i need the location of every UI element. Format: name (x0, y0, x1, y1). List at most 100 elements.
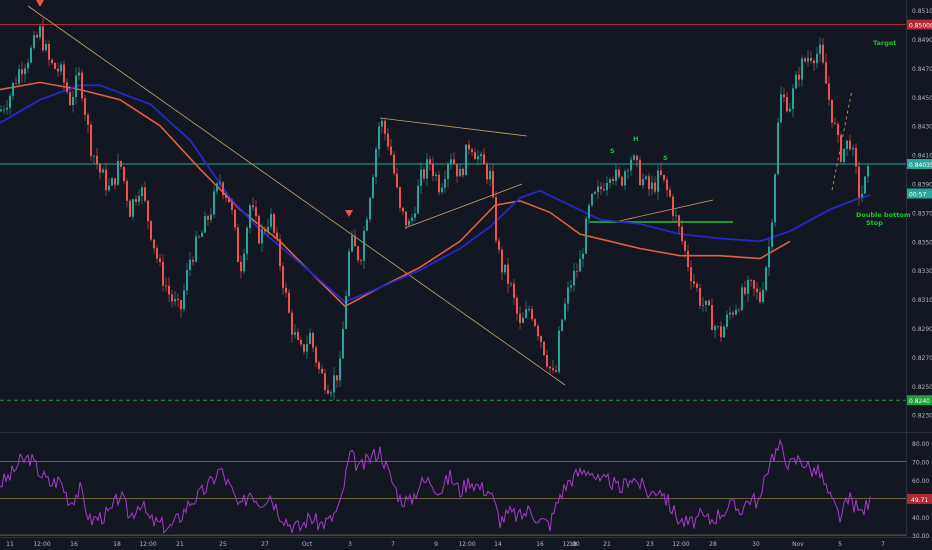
candle-body (831, 99, 833, 123)
candle-body (72, 96, 74, 106)
candle-body (39, 26, 41, 38)
rsi-tick-label: 70.00 (912, 460, 929, 467)
candle-body (279, 239, 281, 267)
candle-body (729, 312, 731, 315)
candle-body (0, 109, 2, 112)
candle-body (798, 74, 800, 80)
candle-body (531, 309, 533, 320)
candle-body (399, 187, 401, 208)
candle-body (171, 294, 173, 302)
annotation-label: Double bottom (856, 211, 911, 219)
price-badge (907, 395, 932, 406)
rsi-tick-label: 60.00 (912, 478, 929, 485)
candle-body (759, 291, 761, 303)
candle-body (318, 362, 320, 369)
candle-body (678, 215, 680, 227)
candle-body (291, 312, 293, 335)
candle-body (804, 58, 806, 62)
candle-body (417, 185, 419, 214)
candle-body (855, 147, 857, 167)
candle-body (813, 60, 815, 64)
candle-body (816, 53, 818, 64)
candle-body (372, 176, 374, 198)
candle-body (12, 82, 14, 96)
candle-body (645, 176, 647, 180)
candle-body (330, 392, 332, 394)
candle-body (321, 368, 323, 374)
time-axis[interactable]: 11 12:00 16 18 12:00 21 25 27 Oct 3 7 9 12:00 14 16 181… (6, 541, 885, 548)
candle-body (6, 107, 8, 110)
candle-body (669, 189, 671, 197)
rsi-badge (907, 493, 932, 504)
time-tick-label: 25 (219, 541, 227, 548)
candle-body (636, 155, 638, 161)
candle-body (360, 260, 362, 262)
candle-body (99, 164, 101, 173)
rsi-badge-label: 49.71 (911, 497, 928, 504)
candle-body (45, 43, 47, 51)
candle-body (333, 375, 335, 393)
candle-body (459, 168, 461, 177)
candle-body (657, 170, 659, 192)
candle-body (297, 332, 299, 340)
candle-body (408, 220, 410, 226)
candle-body (51, 59, 53, 64)
candle-body (582, 253, 584, 259)
candle-body (141, 187, 143, 197)
candle-body (288, 292, 290, 313)
candle-body (651, 182, 653, 190)
candle-body (642, 179, 644, 185)
candle-body (438, 174, 440, 193)
candle-body (741, 287, 743, 311)
candle-body (702, 304, 704, 306)
candle-body (168, 285, 170, 295)
candle-body (528, 309, 530, 310)
candle-body (786, 97, 788, 112)
price-badge (907, 188, 932, 199)
candle-body (258, 216, 260, 244)
candle-body (375, 149, 377, 177)
candle-body (153, 239, 155, 249)
candle-body (654, 182, 656, 192)
candle-body (33, 34, 35, 48)
candle-body (186, 270, 188, 291)
candle-body (612, 179, 614, 182)
candle-body (66, 82, 68, 93)
candle-body (609, 179, 611, 183)
time-tick-label: 11 (6, 541, 14, 548)
candle-body (726, 314, 728, 327)
candle-body (201, 232, 203, 237)
candle-body (780, 94, 782, 123)
candle-body (450, 159, 452, 164)
candle-body (351, 235, 353, 252)
candle-body (549, 366, 551, 369)
candle-body (441, 187, 443, 193)
candle-body (624, 171, 626, 186)
candle-body (189, 259, 191, 271)
candle-body (777, 122, 779, 175)
candle-body (648, 176, 650, 190)
candle-body (615, 169, 617, 182)
candle-body (423, 169, 425, 179)
candle-body (573, 270, 575, 286)
time-tick-label: 23 (646, 541, 654, 548)
candle-body (444, 179, 446, 188)
candle-body (534, 319, 536, 326)
time-tick-label: 9 (434, 541, 438, 548)
candle-body (117, 160, 119, 185)
candle-body (510, 283, 512, 285)
candle-body (9, 95, 11, 108)
candle-body (387, 133, 389, 147)
time-tick-label: 21 (176, 541, 184, 548)
time-tick-label: 30 (752, 541, 760, 548)
candle-body (315, 347, 317, 363)
candle-body (810, 57, 812, 61)
candle-body (861, 193, 863, 198)
candle-body (255, 207, 257, 217)
candle-body (435, 174, 437, 176)
candle-body (339, 358, 341, 381)
